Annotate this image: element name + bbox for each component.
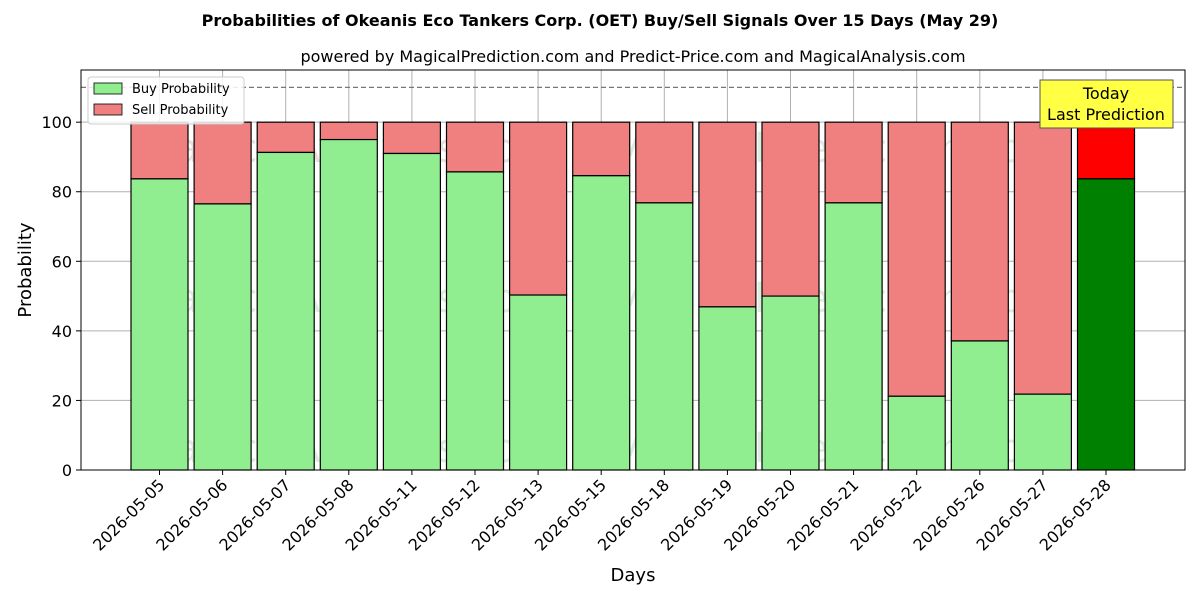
legend: Buy Probability Sell Probability xyxy=(87,76,245,125)
bar-buy xyxy=(635,202,694,471)
y-axis: 0 20 40 60 80 100 xyxy=(41,113,81,480)
bar-buy xyxy=(887,395,946,471)
y-tick-label: 80 xyxy=(52,183,72,202)
x-axis-label: Days xyxy=(611,565,656,586)
y-tick-label: 0 xyxy=(62,461,72,480)
bar-sell xyxy=(572,121,631,177)
bar-sell xyxy=(256,121,315,154)
bar-sell xyxy=(319,121,378,141)
chart-title: Probabilities of Okeanis Eco Tankers Cor… xyxy=(202,11,999,30)
y-tick-label: 100 xyxy=(41,113,72,132)
today-annotation: Today Last Prediction xyxy=(1039,79,1174,129)
bar-buy xyxy=(319,138,378,471)
bar-sell xyxy=(824,121,883,204)
chart-subtitle: powered by MagicalPrediction.com and Pre… xyxy=(300,47,965,66)
bar-buy xyxy=(824,202,883,471)
bar-buy xyxy=(950,340,1009,471)
legend-swatch-buy xyxy=(93,82,123,95)
bar-sell xyxy=(950,121,1009,342)
y-axis-label: Probability xyxy=(15,222,36,317)
bar-sell xyxy=(445,121,505,173)
bar-sell xyxy=(761,121,820,297)
bar-sell xyxy=(887,121,946,397)
bar-sell xyxy=(1013,121,1073,395)
bar-sell xyxy=(382,121,441,155)
legend-label-sell: Sell Probability xyxy=(132,103,229,118)
bar-sell xyxy=(635,121,694,204)
bar-buy xyxy=(382,152,441,471)
bar-buy xyxy=(572,175,631,471)
bar-buy xyxy=(761,295,820,471)
bar-buy xyxy=(1013,393,1073,471)
y-tick-label: 40 xyxy=(52,322,72,341)
bar-sell xyxy=(509,121,568,296)
bar-buy xyxy=(1076,178,1136,471)
bar-buy xyxy=(193,203,252,471)
bar-buy xyxy=(509,294,568,471)
y-tick-label: 60 xyxy=(52,252,72,271)
bar-sell xyxy=(698,121,757,308)
bar-sell xyxy=(130,121,189,180)
legend-swatch-sell xyxy=(93,103,123,116)
bar-buy xyxy=(445,171,505,471)
annotation-box xyxy=(1039,79,1174,129)
x-axis: 2026-05-052026-05-062026-05-072026-05-08… xyxy=(89,470,1115,555)
bar-buy xyxy=(256,151,315,471)
plot-frame xyxy=(80,69,1186,471)
bar-buy xyxy=(130,178,189,471)
bar-sell xyxy=(193,121,252,205)
annotation-line-2: Last Prediction xyxy=(1047,105,1165,124)
legend-label-buy: Buy Probability xyxy=(132,82,230,97)
annotation-line-1: Today xyxy=(1082,84,1129,103)
bar-buy xyxy=(698,306,757,471)
legend-box xyxy=(87,76,245,125)
bars xyxy=(130,121,1136,471)
bar-sell xyxy=(1076,121,1136,180)
y-tick-label: 20 xyxy=(52,391,72,410)
